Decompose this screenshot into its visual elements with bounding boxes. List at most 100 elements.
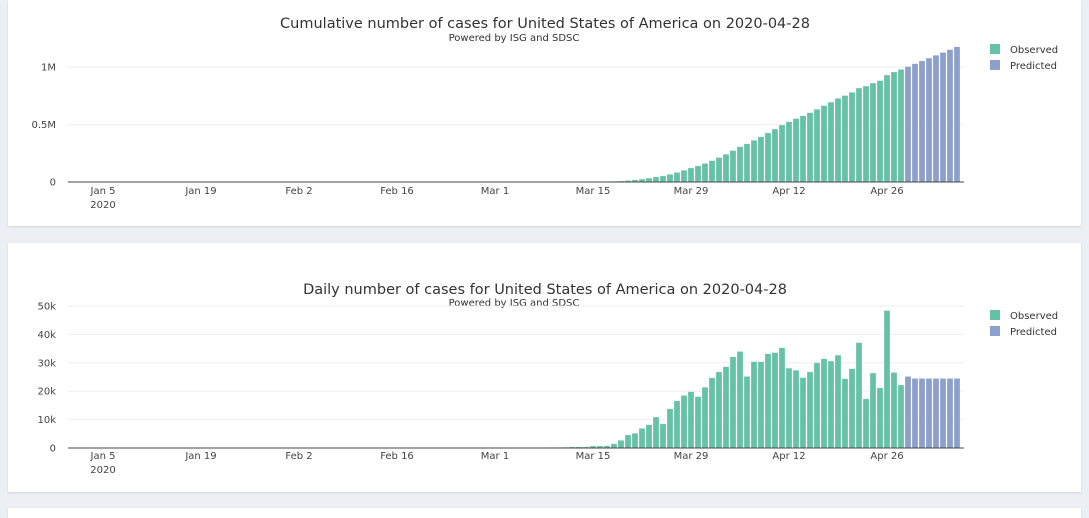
x-tick-label: Mar 1 [481, 451, 509, 462]
observed-bar [814, 109, 820, 182]
observed-bar [681, 395, 687, 448]
predicted-bar [947, 50, 953, 182]
observed-bar [688, 168, 694, 182]
observed-bar [702, 163, 708, 182]
cumulative-cases-chart: Cumulative number of cases for United St… [0, 0, 1089, 226]
observed-bar [751, 140, 757, 182]
observed-bar [667, 409, 673, 448]
x-tick-label: Jan 19 [184, 451, 216, 462]
x-tick-label: Jan 19 [184, 186, 216, 197]
observed-bar [786, 122, 792, 182]
observed-bar [653, 417, 659, 448]
x-tick-label: Jan 5 [90, 186, 116, 197]
y-tick-label: 50k [37, 302, 56, 313]
predicted-bar [954, 47, 960, 182]
y-tick-label: 20k [37, 387, 56, 398]
x-tick-label: Apr 26 [870, 186, 903, 197]
observed-bar [723, 154, 729, 182]
legend-label-observed: Observed [1010, 311, 1058, 322]
x-tick-label: Mar 1 [481, 186, 509, 197]
chart-title: Daily number of cases for United States … [303, 282, 787, 298]
observed-bar [660, 176, 666, 182]
predicted-bar [954, 378, 960, 448]
observed-bar [709, 378, 715, 448]
observed-bar [765, 133, 771, 182]
observed-bar [674, 401, 680, 448]
observed-bar [856, 88, 862, 182]
observed-bar [807, 372, 813, 448]
observed-bar [779, 125, 785, 182]
legend-swatch-predicted [990, 60, 1000, 70]
observed-bar [793, 119, 799, 182]
observed-bar [758, 362, 764, 448]
x-tick-label: Jan 5 [90, 451, 116, 462]
observed-bar [772, 129, 778, 182]
observed-bar [660, 424, 666, 448]
observed-bar [856, 343, 862, 448]
observed-bar [884, 311, 890, 448]
y-tick-label: 30k [37, 358, 56, 369]
observed-bar [723, 367, 729, 448]
observed-bar [828, 361, 834, 448]
observed-bar [814, 363, 820, 448]
observed-bar [730, 151, 736, 182]
observed-bar [611, 444, 617, 448]
observed-bar [646, 178, 652, 182]
observed-bar [898, 385, 904, 448]
observed-bar [702, 387, 708, 448]
observed-bar [800, 116, 806, 182]
observed-bar [639, 428, 645, 448]
predicted-bar [926, 58, 932, 182]
y-tick-label: 10k [37, 415, 56, 426]
observed-bar [821, 359, 827, 448]
x-tick-label: Feb 2 [285, 451, 312, 462]
y-tick-label: 0 [50, 178, 56, 189]
observed-bar [653, 177, 659, 182]
observed-bar [877, 388, 883, 448]
observed-bar [674, 172, 680, 182]
observed-bar [709, 161, 715, 182]
observed-bar [618, 440, 624, 448]
x-tick-label: Feb 16 [380, 451, 414, 462]
predicted-bar [919, 61, 925, 182]
x-tick-label: Feb 16 [380, 186, 414, 197]
observed-bar [891, 72, 897, 182]
chart-subtitle: Powered by ISG and SDSC [449, 298, 580, 309]
observed-bar [891, 372, 897, 448]
legend-label-predicted: Predicted [1010, 327, 1057, 338]
chart-title: Cumulative number of cases for United St… [280, 16, 810, 32]
predicted-bar [940, 378, 946, 448]
observed-bar [765, 354, 771, 448]
chart-subtitle: Powered by ISG and SDSC [449, 33, 580, 44]
predicted-bar [940, 52, 946, 182]
predicted-bar [933, 378, 939, 448]
observed-bar [842, 96, 848, 182]
observed-bar [849, 369, 855, 448]
observed-bar [870, 83, 876, 182]
x-tick-label: Mar 15 [576, 186, 611, 197]
x-tick-label: Feb 2 [285, 186, 312, 197]
observed-bar [863, 86, 869, 182]
x-tick-label: Apr 26 [870, 451, 903, 462]
observed-bar [849, 92, 855, 182]
observed-bar [772, 353, 778, 448]
observed-bar [716, 158, 722, 182]
daily-cases-chart: Daily number of cases for United States … [0, 243, 1089, 492]
legend-label-observed: Observed [1010, 45, 1058, 56]
observed-bar [758, 137, 764, 182]
x-tick-label: Apr 12 [772, 186, 805, 197]
x-tick-year: 2020 [90, 465, 115, 476]
observed-bar [730, 357, 736, 448]
observed-bar [821, 106, 827, 182]
predicted-bar [912, 64, 918, 182]
predicted-bar [926, 378, 932, 448]
observed-bar [667, 174, 673, 182]
observed-bar [695, 397, 701, 448]
y-tick-label: 0.5M [31, 120, 56, 131]
observed-bar [779, 348, 785, 448]
legend-swatch-predicted [990, 326, 1000, 336]
predicted-bar [912, 378, 918, 448]
observed-bar [842, 379, 848, 448]
y-tick-label: 40k [37, 330, 56, 341]
observed-bar [632, 433, 638, 448]
